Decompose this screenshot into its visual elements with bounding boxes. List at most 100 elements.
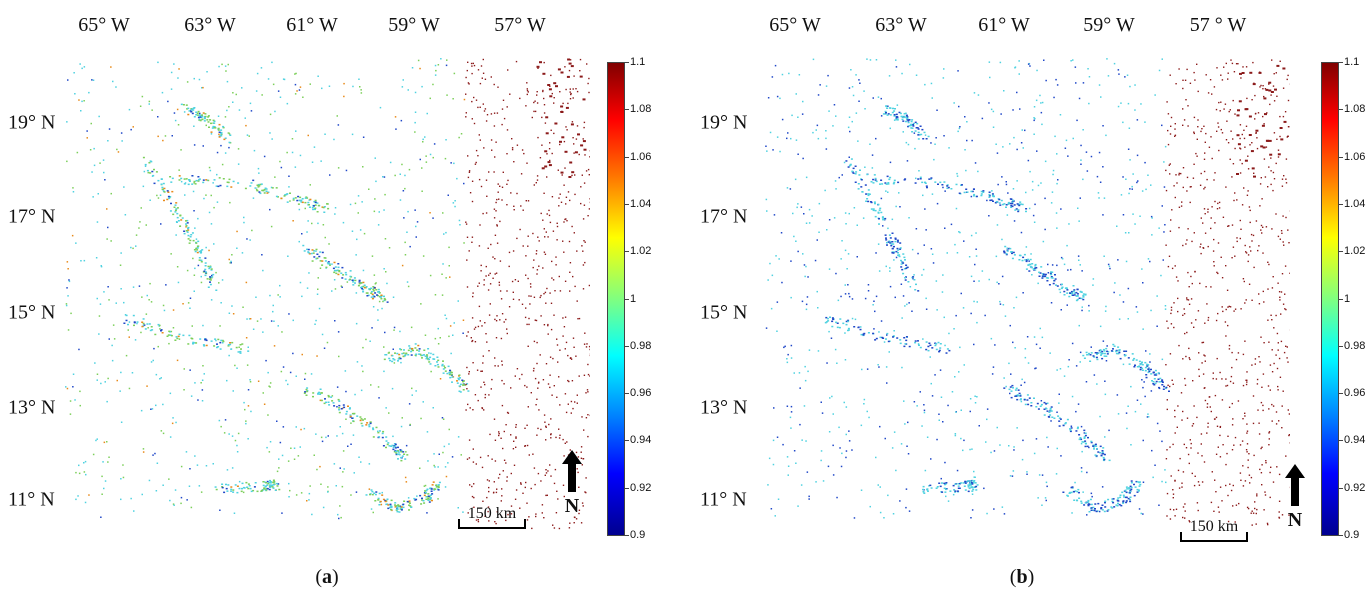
ratio-pixel (429, 498, 432, 501)
ratio-pixel (914, 341, 917, 344)
ratio-pixel (1010, 390, 1013, 392)
ratio-pixel (1189, 439, 1191, 441)
ratio-pixel (468, 250, 470, 252)
ratio-pixel (491, 458, 493, 460)
ratio-pixel (1060, 455, 1062, 457)
ratio-pixel (1018, 60, 1020, 62)
ratio-pixel (228, 258, 230, 261)
ratio-pixel (905, 506, 907, 509)
ratio-pixel (1055, 78, 1057, 81)
ratio-pixel (215, 289, 218, 291)
ratio-pixel (921, 181, 924, 184)
ratio-pixel (1271, 371, 1274, 373)
ratio-pixel (1055, 212, 1058, 214)
ratio-pixel (1189, 186, 1191, 188)
ratio-pixel (1177, 297, 1179, 300)
ratio-pixel (490, 139, 493, 141)
ratio-pixel (1071, 395, 1074, 398)
ratio-pixel (892, 182, 895, 185)
ratio-pixel (1091, 495, 1093, 498)
ratio-pixel (564, 316, 567, 318)
ratio-pixel (532, 370, 535, 372)
ratio-pixel (496, 224, 498, 226)
ratio-pixel (1284, 293, 1286, 295)
ratio-pixel (196, 247, 199, 249)
ratio-pixel (1020, 398, 1022, 400)
ratio-pixel (410, 348, 413, 351)
ratio-pixel (1113, 291, 1115, 294)
ratio-pixel (140, 207, 142, 209)
ratio-pixel (1070, 491, 1073, 494)
ratio-pixel (1036, 402, 1039, 405)
ratio-pixel (254, 482, 257, 484)
ratio-pixel (353, 472, 355, 474)
ratio-pixel (1157, 372, 1160, 374)
ratio-pixel (286, 151, 288, 154)
ratio-pixel (858, 100, 860, 102)
ratio-pixel (879, 511, 882, 514)
ratio-pixel (854, 165, 857, 167)
ratio-pixel (350, 443, 352, 445)
ratio-pixel (313, 146, 316, 148)
ratio-pixel (502, 470, 504, 472)
ratio-pixel (533, 467, 536, 469)
ratio-pixel (128, 387, 131, 390)
ratio-pixel (459, 391, 462, 393)
ratio-pixel (1074, 490, 1077, 492)
ratio-pixel (485, 275, 487, 277)
ratio-pixel (249, 487, 252, 490)
ratio-pixel (970, 190, 973, 193)
ratio-pixel (578, 509, 581, 511)
ratio-pixel (189, 307, 191, 309)
ratio-pixel (894, 237, 897, 239)
ratio-pixel (1168, 390, 1170, 392)
ratio-pixel (286, 193, 289, 195)
ratio-pixel (860, 326, 862, 328)
ratio-pixel (211, 127, 214, 129)
ratio-pixel (222, 126, 225, 129)
ratio-pixel (383, 295, 385, 298)
ratio-pixel (450, 352, 452, 355)
ratio-pixel (860, 424, 863, 427)
ratio-pixel (1193, 326, 1195, 328)
ratio-pixel (334, 213, 336, 215)
ratio-pixel (972, 195, 975, 197)
ratio-pixel (1142, 481, 1145, 483)
ratio-pixel (1213, 261, 1215, 263)
ratio-pixel (1098, 151, 1101, 154)
ratio-pixel (1136, 491, 1139, 493)
ratio-pixel (570, 93, 572, 96)
ratio-pixel (1242, 384, 1245, 387)
ratio-pixel (360, 92, 363, 94)
ratio-pixel (908, 302, 910, 304)
ratio-pixel (1268, 408, 1270, 410)
ratio-pixel (1173, 509, 1175, 511)
ratio-pixel (439, 378, 442, 380)
ratio-pixel (923, 492, 926, 494)
ratio-pixel (209, 281, 211, 283)
ratio-pixel (210, 194, 212, 197)
ratio-pixel (209, 169, 212, 172)
ratio-pixel (535, 250, 538, 252)
ratio-pixel (148, 162, 151, 164)
ratio-pixel (245, 481, 248, 484)
ratio-pixel (180, 496, 183, 499)
ratio-pixel (1189, 521, 1191, 523)
ratio-pixel (1116, 394, 1119, 396)
ratio-pixel (349, 275, 352, 278)
ratio-pixel (414, 131, 416, 133)
ratio-pixel (184, 182, 187, 184)
ratio-pixel (1252, 61, 1254, 64)
ratio-pixel (161, 186, 164, 189)
ratio-pixel (444, 314, 446, 316)
colorbar-tick-mark (625, 535, 629, 536)
ratio-pixel (343, 468, 345, 470)
ratio-pixel (336, 386, 339, 388)
ratio-pixel (908, 217, 910, 219)
ratio-pixel (1101, 504, 1104, 506)
ratio-pixel (178, 179, 181, 181)
ratio-pixel (486, 479, 489, 481)
ratio-pixel (1223, 108, 1225, 110)
ratio-pixel (944, 483, 946, 486)
ratio-pixel (895, 205, 897, 208)
